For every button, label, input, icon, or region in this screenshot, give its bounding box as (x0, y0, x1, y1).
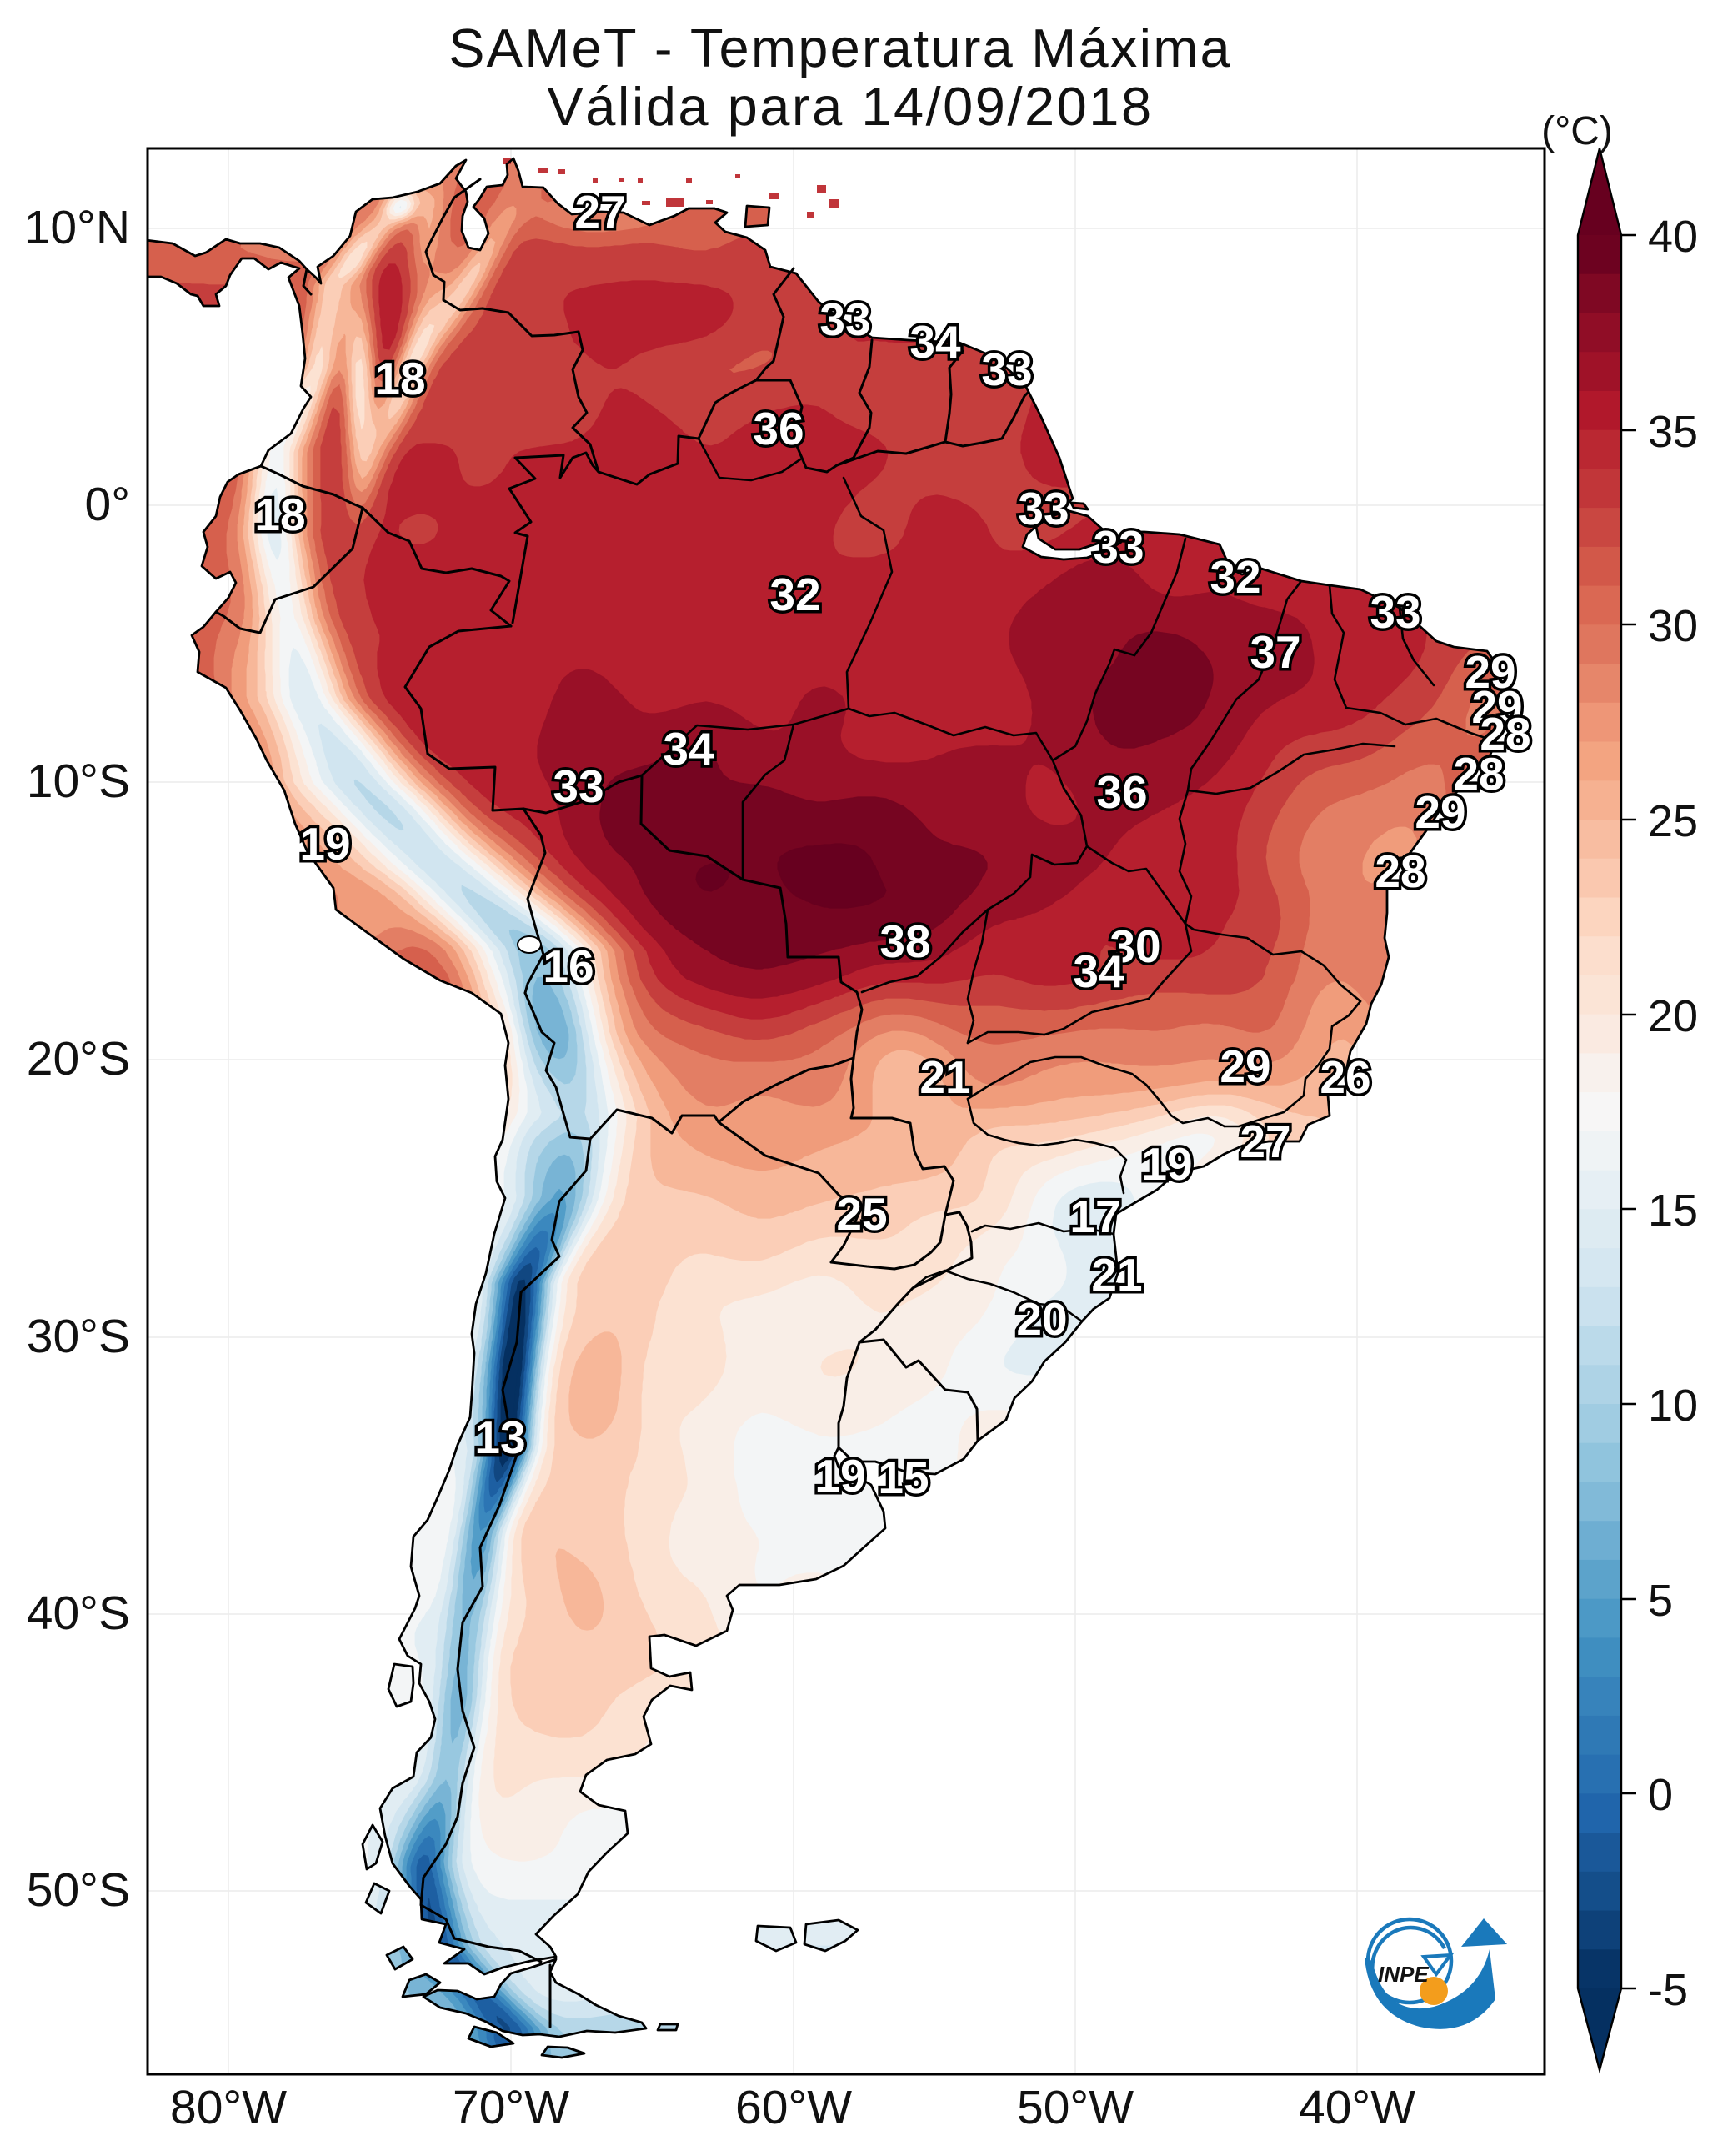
svg-text:36: 36 (753, 403, 804, 454)
svg-text:33: 33 (819, 293, 870, 345)
svg-text:28: 28 (1480, 708, 1530, 760)
svg-text:25: 25 (1648, 796, 1698, 846)
svg-text:37: 37 (1250, 626, 1300, 678)
svg-text:32: 32 (769, 569, 820, 620)
svg-text:20°S: 20°S (27, 1032, 130, 1086)
svg-text:35: 35 (1648, 407, 1698, 457)
svg-text:5: 5 (1648, 1576, 1673, 1626)
svg-text:19: 19 (1141, 1138, 1192, 1190)
svg-text:50°W: 50°W (1017, 2081, 1134, 2134)
svg-text:INPE: INPE (1378, 1962, 1429, 1987)
svg-text:Válida para 14/09/2018: Válida para 14/09/2018 (547, 76, 1153, 137)
svg-text:17: 17 (1069, 1191, 1120, 1242)
svg-text:30: 30 (1648, 601, 1698, 651)
svg-text:29: 29 (1471, 681, 1522, 733)
svg-text:10°N: 10°N (24, 201, 130, 254)
svg-text:30: 30 (1109, 920, 1160, 972)
svg-text:33: 33 (1093, 521, 1144, 573)
svg-text:20: 20 (1016, 1293, 1067, 1345)
svg-text:18: 18 (374, 353, 425, 404)
svg-text:80°W: 80°W (170, 2081, 287, 2134)
svg-text:70°W: 70°W (453, 2081, 569, 2134)
svg-text:28: 28 (1453, 748, 1504, 800)
svg-text:15: 15 (1648, 1186, 1698, 1236)
svg-text:60°W: 60°W (735, 2081, 852, 2134)
svg-text:16: 16 (543, 940, 594, 992)
svg-text:40°W: 40°W (1299, 2081, 1415, 2134)
svg-text:15: 15 (878, 1452, 929, 1503)
svg-text:29: 29 (1220, 1040, 1270, 1092)
svg-text:0: 0 (1648, 1770, 1673, 1820)
svg-text:21: 21 (1091, 1249, 1142, 1301)
svg-text:13: 13 (474, 1411, 525, 1463)
svg-text:SAMeT - Temperatura Máxima: SAMeT - Temperatura Máxima (448, 18, 1232, 78)
svg-text:29: 29 (1465, 646, 1515, 698)
svg-text:36: 36 (1096, 766, 1147, 818)
svg-text:25: 25 (836, 1188, 887, 1240)
svg-text:34: 34 (909, 316, 961, 368)
svg-text:50°S: 50°S (27, 1863, 130, 1917)
svg-text:27: 27 (1240, 1116, 1290, 1167)
svg-text:(°C): (°C) (1541, 109, 1613, 153)
svg-text:28: 28 (1375, 845, 1425, 897)
svg-text:10: 10 (1648, 1381, 1698, 1431)
svg-text:33: 33 (1018, 483, 1069, 534)
svg-text:27: 27 (574, 186, 625, 238)
svg-text:34: 34 (663, 723, 714, 775)
svg-text:34: 34 (1073, 945, 1124, 997)
svg-text:10°S: 10°S (27, 755, 130, 808)
svg-text:33: 33 (553, 760, 604, 812)
svg-text:29: 29 (1415, 786, 1465, 838)
svg-text:40: 40 (1648, 212, 1698, 262)
svg-text:38: 38 (879, 915, 930, 967)
svg-text:32: 32 (1210, 551, 1260, 603)
svg-text:18: 18 (254, 489, 305, 540)
svg-text:30°S: 30°S (27, 1310, 130, 1363)
svg-text:40°S: 40°S (27, 1587, 130, 1640)
svg-text:26: 26 (1320, 1051, 1370, 1103)
svg-text:19: 19 (299, 818, 350, 870)
svg-text:19: 19 (814, 1450, 865, 1502)
svg-text:-5: -5 (1648, 1965, 1688, 2015)
svg-text:33: 33 (981, 343, 1032, 395)
svg-text:33: 33 (1370, 586, 1420, 638)
svg-text:21: 21 (919, 1051, 970, 1103)
svg-text:0°: 0° (85, 478, 131, 531)
svg-text:20: 20 (1648, 991, 1698, 1041)
